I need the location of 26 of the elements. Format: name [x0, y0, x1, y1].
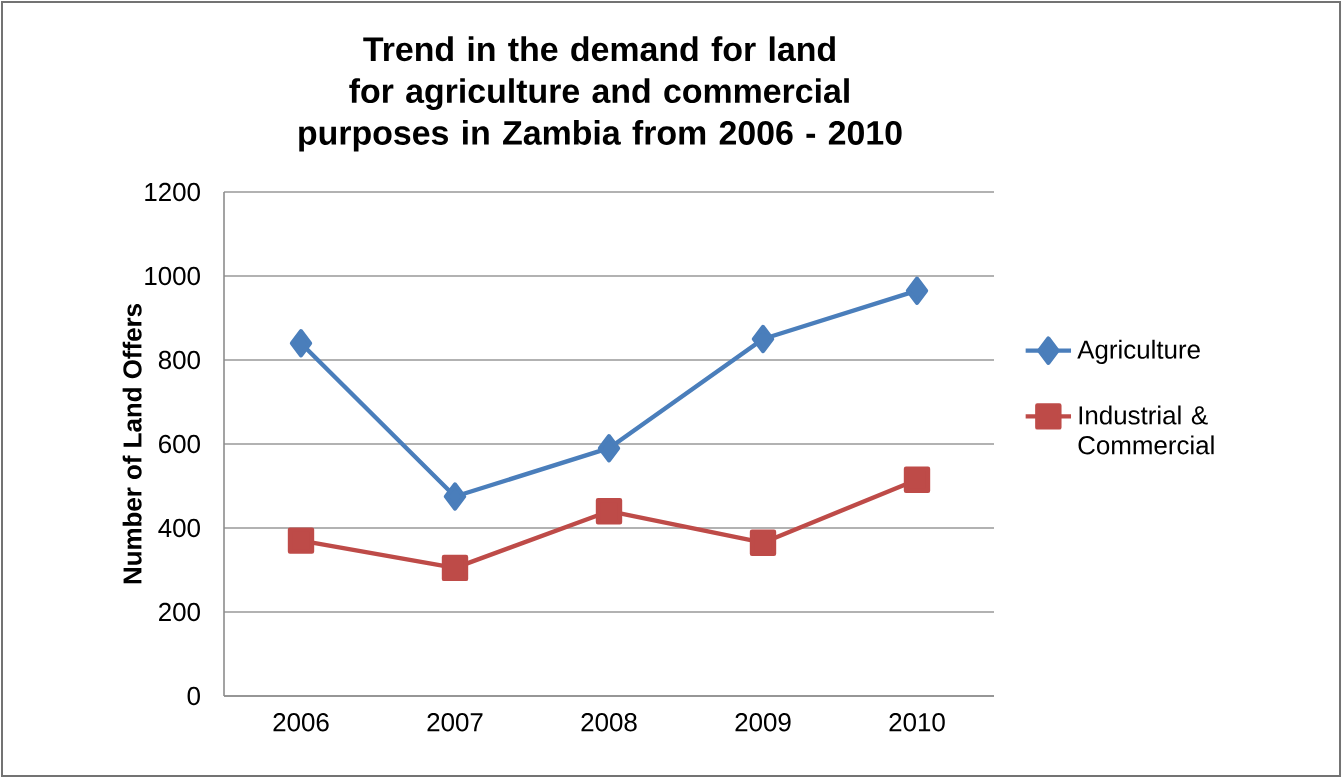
point	[905, 276, 929, 305]
x-tick-label: 2009	[735, 713, 791, 732]
y-tick-label: 800	[158, 350, 200, 370]
point	[441, 554, 469, 582]
point	[749, 529, 777, 556]
x-tick-label: 2006	[273, 713, 329, 732]
y-tick-label: 1000	[145, 266, 200, 286]
x-tick-label: 2008	[581, 713, 637, 732]
legend-label: Agriculture	[1077, 339, 1200, 364]
point	[751, 324, 775, 354]
y-tick-label: 200	[159, 602, 200, 622]
chart-title: Trend in the demand for land for agriculture and commercial purposes in Zambia from 2006 - 2010	[299, 36, 902, 152]
point	[903, 466, 931, 493]
y-tick-label: 600	[159, 434, 200, 454]
x-tick-label: 2010	[889, 713, 945, 732]
point	[595, 498, 623, 525]
legend-label: Industrial & Commercial	[1078, 405, 1214, 455]
point	[287, 527, 315, 554]
x-tick-label: 2007	[427, 713, 483, 732]
y-axis-title: Number of Land Offers	[122, 304, 142, 584]
point	[289, 329, 313, 358]
y-tick-label: 400	[158, 518, 200, 538]
point	[443, 482, 467, 511]
y-tick-label: 1200	[145, 182, 200, 202]
y-tick-label: 0	[187, 686, 200, 706]
point	[597, 434, 621, 463]
